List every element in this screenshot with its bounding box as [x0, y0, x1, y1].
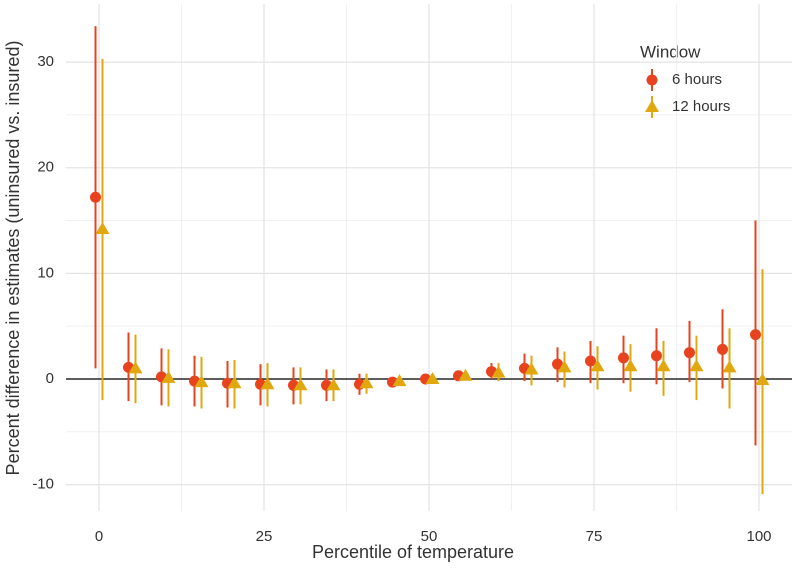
- point: [194, 375, 209, 388]
- y-tick-label: 10: [37, 264, 54, 281]
- point: [425, 371, 440, 384]
- legend-label: 6 hours: [672, 71, 722, 88]
- legend-title: Window: [640, 42, 701, 61]
- point: [717, 343, 728, 355]
- point: [90, 191, 101, 203]
- point: [392, 374, 407, 387]
- point: [260, 377, 275, 390]
- point: [618, 352, 629, 364]
- point: [750, 329, 761, 341]
- y-tick-label: -10: [32, 476, 54, 493]
- point: [755, 373, 770, 386]
- point: [458, 368, 473, 381]
- y-tick-label: 0: [46, 370, 54, 387]
- y-tick-label: 30: [37, 53, 54, 70]
- point: [524, 362, 539, 375]
- point: [359, 376, 374, 389]
- point: [722, 360, 737, 373]
- point: [585, 355, 596, 367]
- x-tick-label: 75: [586, 528, 603, 545]
- point: [646, 74, 658, 86]
- point: [552, 358, 563, 370]
- point: [656, 359, 671, 372]
- point: [684, 347, 695, 359]
- point: [689, 359, 704, 372]
- y-tick-label: 20: [37, 159, 54, 176]
- point: [161, 370, 176, 383]
- point: [491, 365, 506, 378]
- point: [227, 376, 242, 389]
- x-tick-label: 50: [421, 528, 438, 545]
- point: [128, 361, 143, 374]
- x-tick-label: 25: [256, 528, 273, 545]
- point: [590, 359, 605, 372]
- y-axis-label: Percent difference in estimates (uninsur…: [3, 41, 23, 476]
- x-tick-label: 100: [746, 528, 771, 545]
- point: [557, 360, 572, 373]
- point: [95, 221, 110, 234]
- legend-label: 12 hours: [672, 98, 730, 115]
- x-axis-label: Percentile of temperature: [312, 542, 514, 562]
- point: [651, 350, 662, 362]
- point: [326, 378, 341, 391]
- point: [645, 100, 659, 112]
- point: [623, 359, 638, 372]
- point: [293, 378, 308, 391]
- x-tick-label: 0: [95, 528, 103, 545]
